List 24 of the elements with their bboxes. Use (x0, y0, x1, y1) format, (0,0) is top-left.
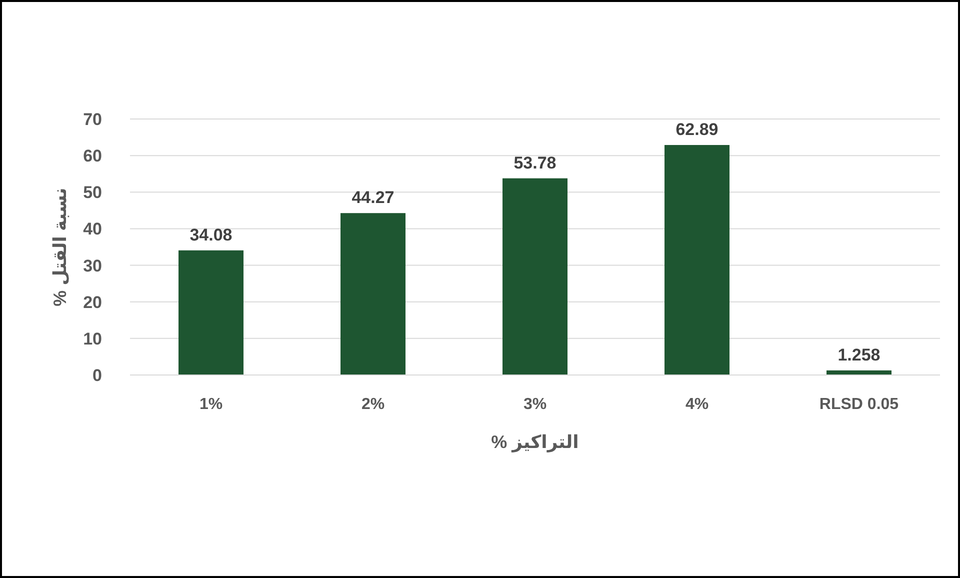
bar (502, 178, 568, 375)
data-label: 53.78 (514, 153, 556, 172)
bar (664, 145, 730, 375)
y-tick-label: 20 (83, 292, 102, 312)
y-tick-label: 60 (83, 146, 102, 166)
data-label: 34.08 (190, 225, 232, 244)
x-tick-label: 4% (685, 396, 709, 413)
data-label: 62.89 (676, 120, 718, 139)
y-tick-label: 50 (83, 183, 102, 202)
data-label: 1.258 (838, 345, 880, 364)
data-label: 44.27 (352, 188, 394, 208)
x-tick-label: RLSD 0.05 (819, 396, 899, 413)
y-tick-label: 70 (83, 110, 102, 129)
y-tick-label: 0 (92, 366, 102, 385)
x-tick-label: 1% (199, 396, 223, 413)
x-tick-label: 2% (361, 396, 385, 413)
x-axis-title: التراكيز % (491, 432, 579, 453)
y-tick-label: 40 (83, 220, 102, 239)
bar (178, 250, 244, 375)
x-tick-label: 3% (523, 396, 547, 413)
y-tick-label: 10 (83, 329, 102, 348)
y-axis-title: نسبة القتل % (50, 188, 70, 306)
y-tick-label: 30 (83, 256, 102, 276)
bar (340, 213, 406, 375)
